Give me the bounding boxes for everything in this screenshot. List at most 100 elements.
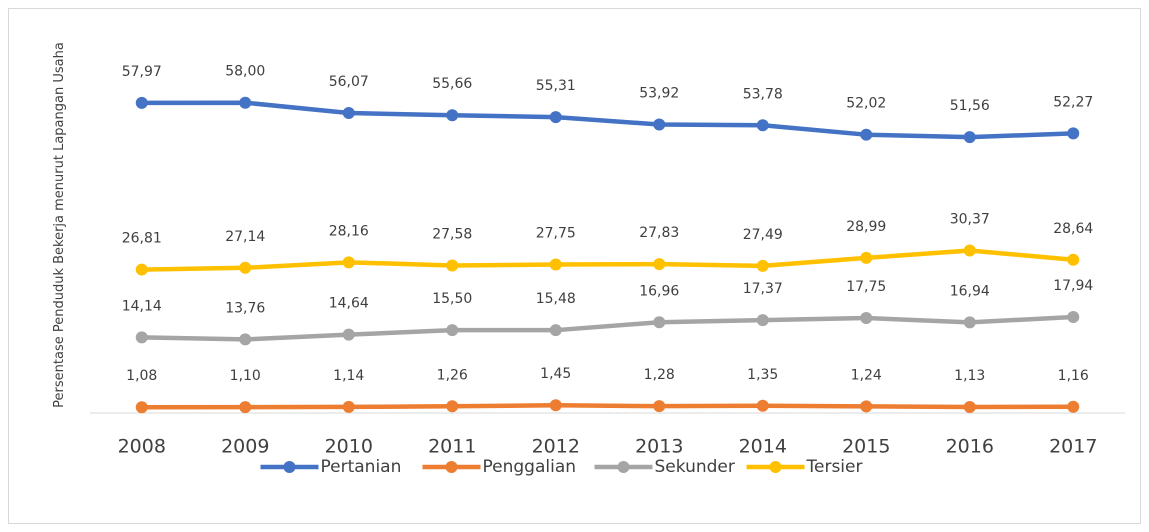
- data-point: [446, 400, 459, 413]
- data-label: 53,92: [639, 86, 679, 102]
- y-axis-title: Persentase Penduduk Bekerja menurut Lapa…: [52, 42, 67, 408]
- data-label: 1,10: [230, 368, 261, 384]
- data-label: 27,58: [432, 226, 472, 242]
- data-label: 17,75: [846, 279, 886, 295]
- data-point: [963, 131, 976, 144]
- data-label: 52,27: [1053, 94, 1093, 110]
- data-label: 16,94: [950, 283, 990, 299]
- data-point: [239, 401, 252, 414]
- data-label: 30,37: [950, 212, 990, 228]
- data-point: [446, 109, 459, 122]
- legend-label: Pertanian: [321, 457, 402, 477]
- data-label: 27,83: [639, 225, 679, 241]
- data-point: [135, 331, 148, 344]
- x-tick-label: 2011: [428, 436, 476, 458]
- data-label: 1,16: [1058, 368, 1089, 384]
- data-point: [756, 119, 769, 132]
- data-label: 1,14: [333, 368, 364, 384]
- data-label: 52,02: [846, 96, 886, 112]
- data-label: 53,78: [743, 86, 783, 102]
- series-line: [141, 100, 1074, 140]
- data-point: [1067, 400, 1080, 413]
- data-point: [446, 324, 459, 337]
- data-label: 1,24: [851, 367, 882, 383]
- data-label: 16,96: [639, 283, 679, 299]
- data-point: [135, 263, 148, 276]
- data-label: 51,56: [950, 98, 990, 114]
- data-point: [653, 258, 666, 271]
- data-label: 17,37: [743, 281, 783, 297]
- x-tick-label: 2009: [221, 436, 269, 458]
- data-label: 27,75: [536, 226, 576, 242]
- data-point: [860, 251, 873, 264]
- data-point: [239, 96, 252, 109]
- data-point: [135, 96, 148, 109]
- data-label: 28,16: [329, 223, 369, 239]
- data-label: 56,07: [329, 74, 369, 90]
- data-point: [549, 258, 562, 271]
- legend-marker: [445, 461, 458, 473]
- legend-marker: [283, 461, 296, 473]
- data-point: [342, 328, 355, 341]
- legend-label: Sekunder: [655, 457, 735, 477]
- data-point: [549, 111, 562, 124]
- series-line: [141, 314, 1074, 342]
- data-point: [342, 256, 355, 269]
- data-point: [239, 261, 252, 274]
- data-label: 1,26: [437, 367, 468, 383]
- data-point: [342, 400, 355, 413]
- data-point: [756, 259, 769, 272]
- data-label: 1,45: [540, 366, 571, 382]
- x-tick-label: 2010: [325, 436, 373, 458]
- data-label: 1,08: [126, 368, 157, 384]
- data-label: 15,48: [536, 291, 576, 307]
- data-label: 26,81: [122, 231, 162, 247]
- legend-label: Penggalian: [483, 457, 577, 477]
- data-point: [342, 107, 355, 120]
- data-label: 28,99: [846, 219, 886, 235]
- legend-label: Tersier: [806, 457, 863, 477]
- x-tick-label: 2014: [739, 436, 787, 458]
- data-point: [963, 316, 976, 329]
- data-label: 55,31: [536, 78, 576, 94]
- legend-marker: [617, 461, 630, 473]
- x-tick-label: 2012: [532, 436, 580, 458]
- data-label: 55,66: [432, 76, 472, 92]
- data-point: [549, 324, 562, 337]
- data-point: [860, 312, 873, 325]
- data-label: 14,64: [329, 296, 369, 312]
- data-point: [756, 314, 769, 327]
- data-point: [860, 400, 873, 413]
- data-point: [653, 118, 666, 131]
- data-point: [963, 400, 976, 413]
- data-label: 27,49: [743, 227, 783, 243]
- series-line: [141, 248, 1074, 272]
- data-label: 13,76: [225, 300, 265, 316]
- data-label: 1,35: [747, 367, 778, 383]
- data-point: [653, 400, 666, 413]
- data-point: [860, 128, 873, 141]
- x-tick-label: 2013: [635, 436, 683, 458]
- data-label: 27,14: [225, 229, 265, 245]
- data-point: [756, 399, 769, 412]
- data-label: 1,13: [954, 368, 985, 384]
- data-point: [963, 244, 976, 257]
- data-point: [653, 316, 666, 329]
- data-label: 15,50: [432, 291, 472, 307]
- data-label: 17,94: [1053, 278, 1093, 294]
- x-tick-label: 2008: [118, 436, 166, 458]
- data-point: [239, 333, 252, 346]
- data-label: 57,97: [122, 64, 162, 80]
- data-point: [1067, 311, 1080, 324]
- data-point: [1067, 253, 1080, 266]
- data-point: [135, 401, 148, 414]
- data-point: [1067, 127, 1080, 140]
- data-label: 58,00: [225, 64, 265, 80]
- x-tick-label: 2016: [946, 436, 994, 458]
- data-label: 1,28: [644, 367, 675, 383]
- series-line: [141, 402, 1074, 410]
- x-tick-label: 2017: [1049, 436, 1097, 458]
- data-point: [549, 399, 562, 412]
